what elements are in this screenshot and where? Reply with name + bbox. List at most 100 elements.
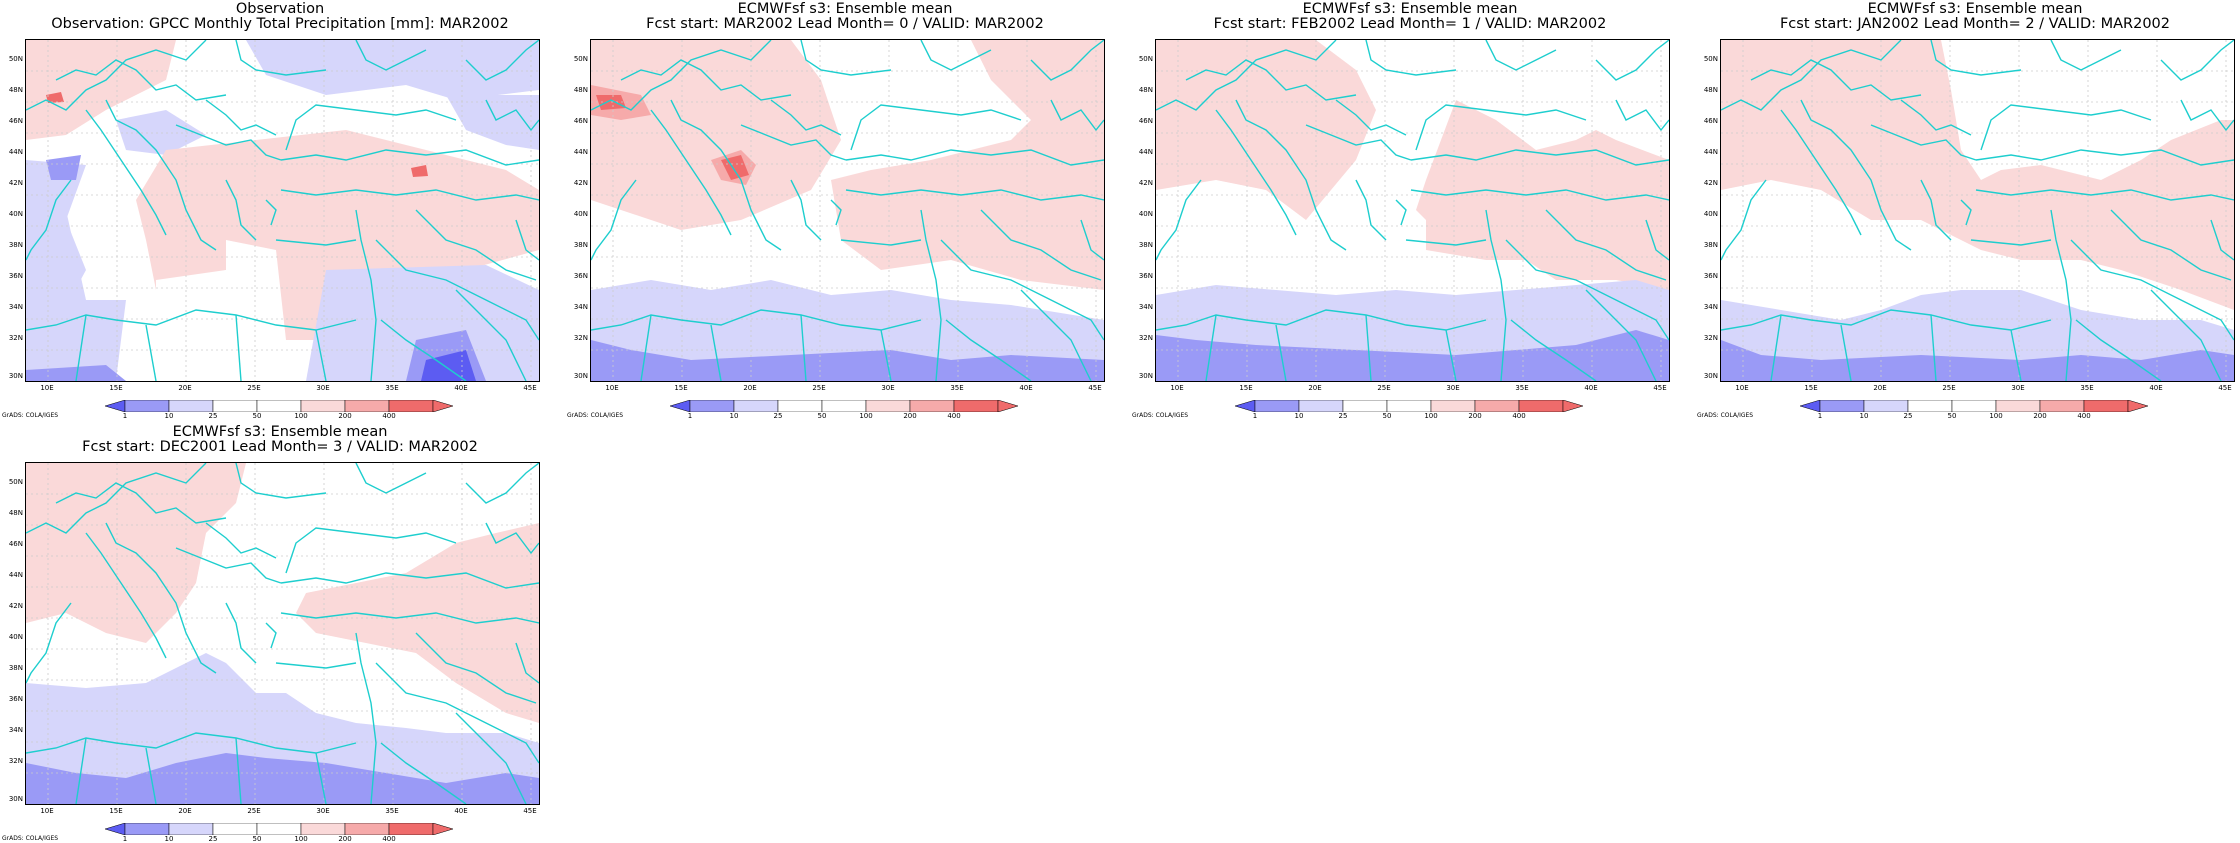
- precip-map: [1720, 39, 2235, 382]
- lon-label: 15E: [109, 807, 123, 815]
- shading-layer: [26, 40, 539, 381]
- colorbar: [105, 400, 454, 412]
- colorbar-label: 10: [729, 412, 739, 420]
- precip-map: [590, 39, 1105, 382]
- colorbar-label: 1: [122, 412, 128, 420]
- colorbar-label: 10: [1294, 412, 1304, 420]
- lon-label: 15E: [109, 384, 123, 392]
- lat-label: 30N: [573, 372, 588, 380]
- colorbar-label: 1: [687, 412, 693, 420]
- lon-label: 35E: [2080, 384, 2094, 392]
- lon-label: 20E: [743, 384, 757, 392]
- precip-map: [1155, 39, 1670, 382]
- lat-lon-grid: [1721, 40, 2234, 381]
- colorbar-label: 100: [859, 412, 873, 420]
- colorbar: [1235, 400, 1584, 412]
- colorbar-label: 50: [1947, 412, 1957, 420]
- lat-label: 32N: [1138, 334, 1153, 342]
- lat-label: 38N: [8, 241, 23, 249]
- lat-label: 36N: [8, 695, 23, 703]
- panel-forecast-lead-1: ECMWFsf s3: Ensemble mean Fcst start: FE…: [1130, 0, 1690, 420]
- lat-label: 46N: [1138, 117, 1153, 125]
- lon-label: 15E: [1804, 384, 1818, 392]
- lon-label: 30E: [316, 384, 330, 392]
- precip-map: [25, 462, 540, 805]
- coastlines-borders: [1721, 40, 2234, 381]
- lat-lon-grid: [591, 40, 1104, 381]
- lon-label: 45E: [1088, 384, 1102, 392]
- lon-label: 35E: [950, 384, 964, 392]
- lat-label: 34N: [1138, 303, 1153, 311]
- coastlines-borders: [591, 40, 1104, 381]
- panel-title: ECMWFsf s3: Ensemble mean: [1867, 1, 2083, 17]
- colorbar-label: 100: [294, 835, 308, 843]
- panel-observation: Observation Observation: GPCC Monthly To…: [0, 0, 560, 420]
- colorbar-label: 10: [1859, 412, 1869, 420]
- lon-label: 45E: [1653, 384, 1667, 392]
- lon-label: 10E: [605, 384, 619, 392]
- lat-lon-grid: [1156, 40, 1669, 381]
- panel-subtitle: Fcst start: JAN2002 Lead Month= 2 / VALI…: [1779, 16, 2171, 32]
- lon-label: 10E: [40, 807, 54, 815]
- panel-title: Observation: [235, 1, 325, 17]
- lat-label: 50N: [1703, 55, 1718, 63]
- lat-label: 36N: [573, 272, 588, 280]
- lat-label: 44N: [573, 148, 588, 156]
- lat-label: 40N: [573, 210, 588, 218]
- lon-label: 25E: [247, 384, 261, 392]
- lat-label: 50N: [8, 478, 23, 486]
- lon-label: 15E: [674, 384, 688, 392]
- colorbar-label: 50: [252, 835, 262, 843]
- lat-label: 38N: [1138, 241, 1153, 249]
- lon-label: 40E: [1019, 384, 1033, 392]
- lon-label: 25E: [1377, 384, 1391, 392]
- colorbar-label: 25: [1903, 412, 1913, 420]
- lat-label: 38N: [8, 664, 23, 672]
- lat-label: 48N: [8, 86, 23, 94]
- lon-label: 40E: [2149, 384, 2163, 392]
- lat-label: 50N: [1138, 55, 1153, 63]
- lon-label: 25E: [247, 807, 261, 815]
- colorbar-label: 200: [1468, 412, 1482, 420]
- lon-label: 25E: [1942, 384, 1956, 392]
- colorbar-label: 50: [1382, 412, 1392, 420]
- lat-label: 48N: [1703, 86, 1718, 94]
- lat-label: 50N: [8, 55, 23, 63]
- lat-label: 44N: [1138, 148, 1153, 156]
- lat-label: 34N: [8, 303, 23, 311]
- colorbar-label: 400: [947, 412, 961, 420]
- colorbar-label: 10: [164, 835, 174, 843]
- lat-label: 40N: [1703, 210, 1718, 218]
- lat-label: 42N: [573, 179, 588, 187]
- lat-label: 34N: [573, 303, 588, 311]
- lon-label: 20E: [1308, 384, 1322, 392]
- lat-label: 30N: [8, 372, 23, 380]
- lon-label: 45E: [523, 807, 537, 815]
- lon-label: 35E: [385, 384, 399, 392]
- lat-label: 48N: [573, 86, 588, 94]
- lat-label: 44N: [1703, 148, 1718, 156]
- lon-label: 30E: [1446, 384, 1460, 392]
- credit-label: GrADS: COLA/IGES: [1132, 412, 1189, 419]
- lon-label: 40E: [1584, 384, 1598, 392]
- lat-label: 36N: [8, 272, 23, 280]
- precip-map: [25, 39, 540, 382]
- colorbar-label: 100: [1989, 412, 2003, 420]
- lon-label: 40E: [454, 807, 468, 815]
- coastlines-borders: [26, 40, 539, 381]
- lat-label: 42N: [8, 602, 23, 610]
- lon-label: 10E: [1170, 384, 1184, 392]
- lat-label: 44N: [8, 148, 23, 156]
- lat-label: 42N: [8, 179, 23, 187]
- credit-label: GrADS: COLA/IGES: [1697, 412, 1754, 419]
- panel-subtitle: Fcst start: DEC2001 Lead Month= 3 / VALI…: [82, 439, 478, 455]
- coastlines-borders: [26, 463, 539, 804]
- lat-label: 36N: [1138, 272, 1153, 280]
- lat-label: 40N: [8, 210, 23, 218]
- lon-label: 15E: [1239, 384, 1253, 392]
- lat-label: 32N: [8, 334, 23, 342]
- colorbar-label: 200: [903, 412, 917, 420]
- lon-label: 10E: [1735, 384, 1749, 392]
- lat-label: 30N: [8, 795, 23, 803]
- panel-title: ECMWFsf s3: Ensemble mean: [172, 424, 388, 440]
